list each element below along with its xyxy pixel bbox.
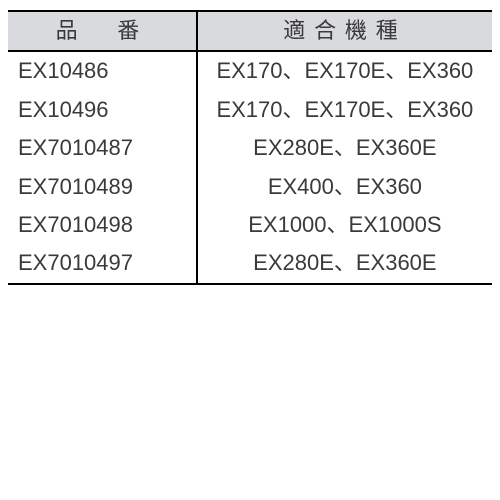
header-part-no: 品 番 (8, 11, 197, 51)
table-row: EX7010489 EX400、EX360 (8, 168, 492, 206)
cell-part-no: EX7010489 (8, 168, 197, 206)
cell-part-no: EX7010497 (8, 244, 197, 283)
table-row: EX7010487 EX280E、EX360E (8, 129, 492, 167)
cell-model: EX170、EX170E、EX360 (197, 91, 492, 129)
table-header-row: 品 番 適合機種 (8, 11, 492, 51)
cell-model: EX1000、EX1000S (197, 206, 492, 244)
table-row: EX10496 EX170、EX170E、EX360 (8, 91, 492, 129)
cell-model: EX170、EX170E、EX360 (197, 51, 492, 90)
compatibility-table: 品 番 適合機種 EX10486 EX170、EX170E、EX360 EX10… (8, 10, 492, 285)
table-row: EX7010497 EX280E、EX360E (8, 244, 492, 283)
cell-model: EX400、EX360 (197, 168, 492, 206)
compatibility-table-container: 品 番 適合機種 EX10486 EX170、EX170E、EX360 EX10… (0, 0, 500, 285)
header-model: 適合機種 (197, 11, 492, 51)
cell-model: EX280E、EX360E (197, 129, 492, 167)
cell-part-no: EX7010498 (8, 206, 197, 244)
cell-part-no: EX7010487 (8, 129, 197, 167)
cell-model: EX280E、EX360E (197, 244, 492, 283)
table-row: EX10486 EX170、EX170E、EX360 (8, 51, 492, 90)
cell-part-no: EX10496 (8, 91, 197, 129)
cell-part-no: EX10486 (8, 51, 197, 90)
table-row: EX7010498 EX1000、EX1000S (8, 206, 492, 244)
